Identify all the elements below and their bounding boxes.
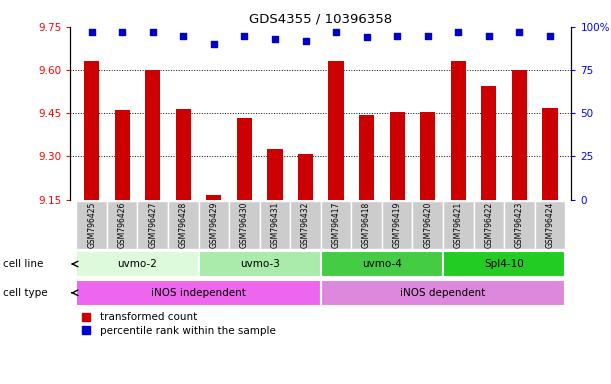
Title: GDS4355 / 10396358: GDS4355 / 10396358: [249, 13, 392, 26]
Bar: [268, 149, 283, 200]
Text: cell type: cell type: [3, 288, 48, 298]
Point: [209, 41, 219, 47]
Point: [423, 33, 433, 39]
Text: GSM796422: GSM796422: [485, 202, 493, 248]
Text: iNOS independent: iNOS independent: [151, 288, 246, 298]
Bar: [329, 61, 344, 200]
Bar: [481, 86, 497, 200]
Text: GSM796421: GSM796421: [454, 202, 463, 248]
FancyBboxPatch shape: [351, 201, 382, 248]
Point: [484, 33, 494, 39]
Point: [453, 29, 463, 35]
FancyBboxPatch shape: [168, 201, 199, 248]
FancyBboxPatch shape: [321, 280, 565, 306]
Point: [117, 29, 127, 35]
FancyBboxPatch shape: [290, 201, 321, 248]
Bar: [84, 61, 100, 200]
Text: uvmo-2: uvmo-2: [117, 259, 158, 269]
Text: GSM796420: GSM796420: [423, 202, 432, 248]
FancyBboxPatch shape: [382, 201, 412, 248]
Text: GSM796426: GSM796426: [118, 202, 126, 248]
Text: cell line: cell line: [3, 259, 43, 269]
Bar: [512, 70, 527, 200]
FancyBboxPatch shape: [504, 201, 535, 248]
Point: [514, 29, 524, 35]
FancyBboxPatch shape: [199, 251, 321, 277]
Text: GSM796428: GSM796428: [179, 202, 188, 248]
Point: [331, 29, 341, 35]
Bar: [543, 108, 558, 200]
Point: [392, 33, 402, 39]
Text: GSM796432: GSM796432: [301, 202, 310, 248]
FancyBboxPatch shape: [76, 201, 107, 248]
FancyBboxPatch shape: [199, 201, 229, 248]
Text: GSM796425: GSM796425: [87, 202, 96, 248]
FancyBboxPatch shape: [229, 201, 260, 248]
FancyBboxPatch shape: [321, 251, 443, 277]
FancyBboxPatch shape: [137, 201, 168, 248]
FancyBboxPatch shape: [443, 201, 474, 248]
Bar: [420, 112, 436, 200]
Bar: [115, 110, 130, 200]
Point: [87, 29, 97, 35]
FancyBboxPatch shape: [76, 251, 199, 277]
Legend: transformed count, percentile rank within the sample: transformed count, percentile rank withi…: [76, 313, 276, 336]
Bar: [359, 115, 375, 200]
Point: [545, 33, 555, 39]
Bar: [451, 61, 466, 200]
FancyBboxPatch shape: [107, 201, 137, 248]
Text: GSM796419: GSM796419: [393, 202, 401, 248]
FancyBboxPatch shape: [260, 201, 290, 248]
Text: GSM796430: GSM796430: [240, 201, 249, 248]
Point: [301, 38, 310, 44]
Bar: [390, 112, 405, 200]
Bar: [176, 109, 191, 200]
Point: [178, 33, 188, 39]
Point: [240, 33, 249, 39]
Text: uvmo-4: uvmo-4: [362, 259, 402, 269]
Text: Spl4-10: Spl4-10: [484, 259, 524, 269]
Text: GSM796431: GSM796431: [271, 202, 279, 248]
Point: [362, 34, 371, 40]
FancyBboxPatch shape: [474, 201, 504, 248]
Bar: [298, 154, 313, 200]
FancyBboxPatch shape: [412, 201, 443, 248]
FancyBboxPatch shape: [76, 280, 321, 306]
Text: GSM796424: GSM796424: [546, 202, 554, 248]
Point: [148, 29, 158, 35]
Bar: [207, 195, 222, 200]
Text: GSM796429: GSM796429: [210, 202, 218, 248]
Bar: [237, 118, 252, 200]
FancyBboxPatch shape: [321, 201, 351, 248]
Text: GSM796423: GSM796423: [515, 202, 524, 248]
Text: GSM796427: GSM796427: [148, 202, 157, 248]
Text: uvmo-3: uvmo-3: [240, 259, 280, 269]
Text: GSM796418: GSM796418: [362, 202, 371, 248]
FancyBboxPatch shape: [443, 251, 565, 277]
Text: iNOS dependent: iNOS dependent: [400, 288, 486, 298]
Bar: [145, 70, 161, 200]
Text: GSM796417: GSM796417: [332, 202, 340, 248]
Point: [270, 36, 280, 42]
FancyBboxPatch shape: [535, 201, 565, 248]
